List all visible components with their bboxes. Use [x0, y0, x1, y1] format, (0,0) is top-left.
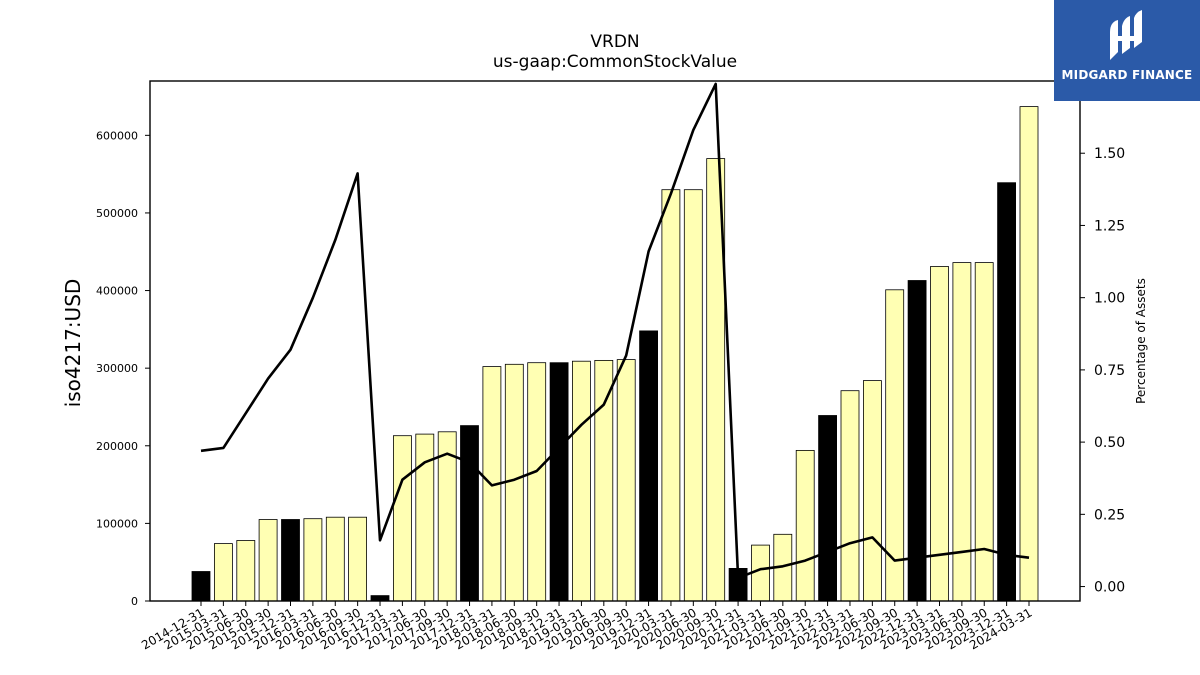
bar-2015-09-30	[258, 519, 278, 602]
chart-title: VRDN	[590, 32, 640, 52]
bar-2021-12-31	[818, 415, 837, 602]
y-tick-label: 300000	[96, 362, 138, 375]
bar-2021-03-31	[751, 544, 770, 602]
y-tick-label: 600000	[96, 129, 138, 142]
bar-2016-12-31	[370, 595, 390, 602]
bar-2023-03-31	[930, 266, 949, 602]
y2-tick-label: 0.75	[1094, 363, 1125, 379]
y2-tick-label: 0.25	[1094, 507, 1125, 523]
bar-2022-12-31	[907, 280, 927, 602]
bar-2024-03-31	[1019, 106, 1039, 602]
bars-layer	[191, 106, 1039, 602]
bar-2021-09-30	[795, 449, 815, 602]
bar-2019-06-30	[594, 359, 614, 602]
bar-2015-03-31	[213, 543, 233, 602]
bar-2017-12-31	[460, 425, 479, 602]
y2-tick-label: 0.00	[1094, 580, 1125, 596]
bar-2019-09-30	[616, 359, 636, 602]
bar-2015-06-30	[236, 540, 256, 602]
midgard-logo-mark-icon	[1110, 10, 1142, 60]
bar-2020-03-31	[661, 189, 681, 602]
bar-2016-09-30	[348, 516, 368, 602]
bar-2019-03-31	[572, 360, 591, 602]
bar-2016-06-30	[325, 516, 345, 602]
y2-axis-label: Percentage of Assets	[1134, 278, 1148, 404]
y2-tick-label: 1.50	[1094, 146, 1125, 162]
bar-2018-09-30	[527, 362, 547, 602]
y-tick-label: 500000	[96, 207, 138, 220]
percentage-of-assets-line	[200, 82, 1030, 580]
y-axis-label: iso4217:USD	[61, 279, 85, 408]
bar-2018-12-31	[549, 362, 569, 602]
bar-2020-06-30	[683, 189, 703, 602]
bar-2019-12-31	[639, 330, 658, 602]
y2-tick-label: 0.50	[1094, 435, 1125, 451]
bar-2014-12-31	[191, 571, 211, 602]
bar-2016-03-31	[303, 518, 323, 602]
y-tick-label: 0	[131, 595, 138, 608]
bar-2023-12-31	[997, 182, 1016, 602]
y2-tick-label: 1.00	[1094, 291, 1125, 307]
midgard-logo: MIDGARD FINANCE	[1054, 0, 1200, 101]
y-tick-label: 100000	[96, 517, 138, 530]
bar-2022-06-30	[863, 380, 882, 602]
bar-2015-12-31	[281, 519, 300, 602]
bar-2018-06-30	[504, 363, 524, 602]
y2-tick-label: 1.25	[1094, 218, 1125, 234]
y-tick-label: 200000	[96, 440, 138, 453]
line-layer	[200, 82, 1030, 580]
y-tick-label: 400000	[96, 285, 138, 298]
bar-2022-03-31	[840, 390, 860, 602]
bar-2017-03-31	[392, 435, 412, 602]
chart-subtitle: us-gaap:CommonStockValue	[492, 52, 738, 72]
plot-frame	[149, 80, 1081, 602]
logo-text: MIDGARD FINANCE	[1061, 68, 1193, 82]
axes-layer: 0 100000 200000 300000 400000 500000 600000 0.0…	[96, 74, 1125, 652]
